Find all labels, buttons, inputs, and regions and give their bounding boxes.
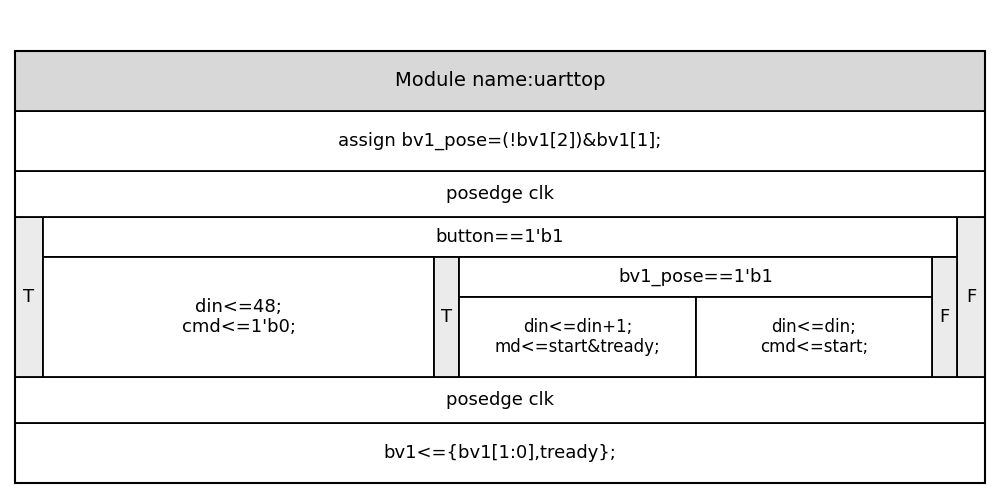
Bar [459, 257, 957, 377]
Text: posedge clk: posedge clk [446, 391, 554, 409]
Text: button==1'b1: button==1'b1 [436, 228, 564, 246]
Text: Module name:uarttop: Module name:uarttop [395, 72, 605, 90]
Bar [15, 423, 985, 483]
Bar [15, 377, 985, 423]
Text: F: F [939, 308, 950, 326]
Bar [15, 51, 985, 111]
Text: T: T [23, 288, 35, 306]
Bar [15, 51, 985, 483]
Text: F: F [966, 288, 976, 306]
Bar [696, 297, 932, 377]
Text: T: T [441, 308, 452, 326]
Bar [15, 217, 43, 377]
Bar [434, 257, 459, 377]
Text: posedge clk: posedge clk [446, 185, 554, 203]
Bar [957, 217, 985, 377]
Text: bv1_pose==1'b1: bv1_pose==1'b1 [618, 268, 773, 286]
Bar [43, 257, 434, 377]
Bar [15, 171, 985, 217]
Text: assign bv1_pose=(!bv1[2])&bv1[1];: assign bv1_pose=(!bv1[2])&bv1[1]; [338, 132, 662, 150]
Text: din<=din+1;
md<=start&tready;: din<=din+1; md<=start&tready; [494, 318, 660, 356]
Text: din<=din;
cmd<=start;: din<=din; cmd<=start; [760, 318, 868, 356]
Text: din<=48;
cmd<=1'b0;: din<=48; cmd<=1'b0; [182, 298, 296, 336]
Bar [15, 111, 985, 171]
Bar [459, 257, 932, 297]
Bar [15, 217, 985, 377]
Text: bv1<={bv1[1:0],tready};: bv1<={bv1[1:0],tready}; [384, 444, 616, 462]
Bar [932, 257, 957, 377]
Bar [43, 217, 957, 257]
Bar [459, 297, 696, 377]
